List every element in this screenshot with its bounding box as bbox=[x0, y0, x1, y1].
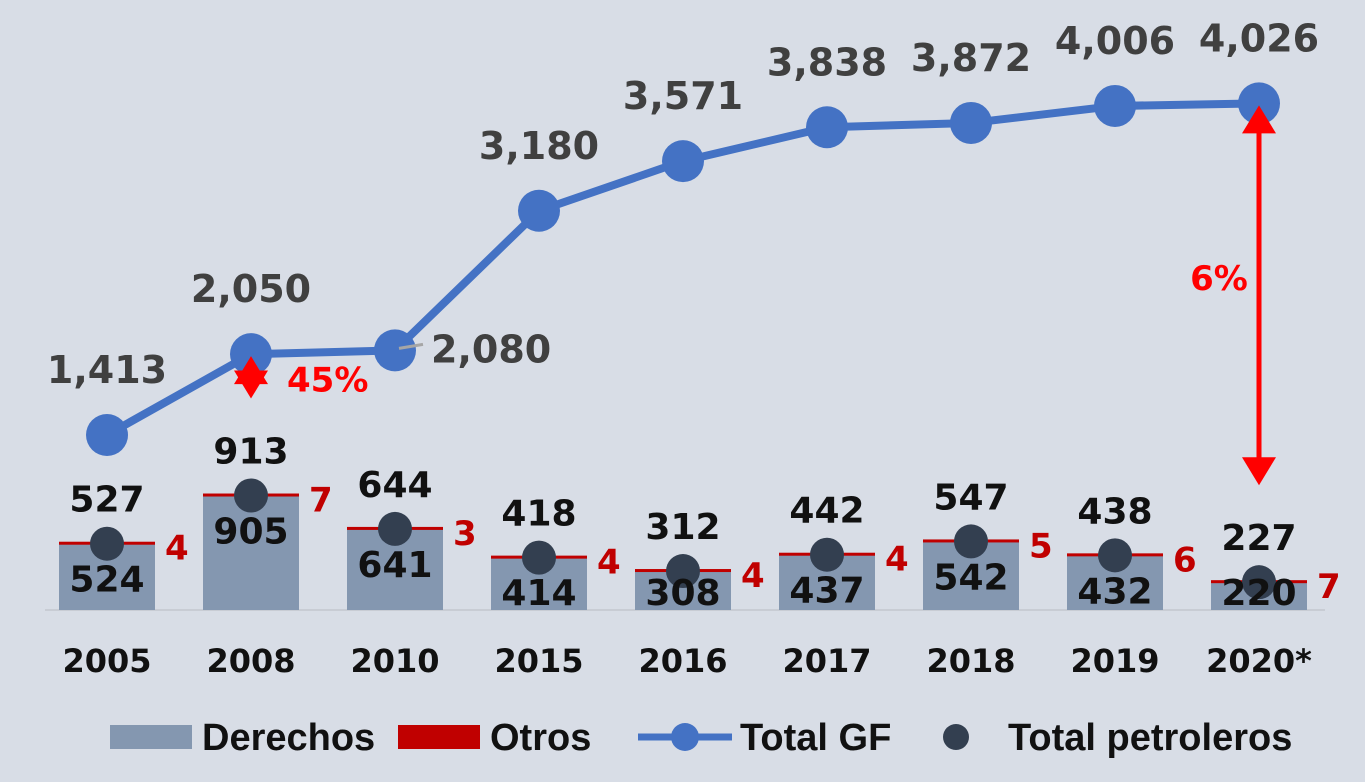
total-gf-label-2016: 3,571 bbox=[623, 74, 743, 118]
legend-otros-label: Otros bbox=[490, 717, 591, 759]
legend-total-gf-label: Total GF bbox=[740, 717, 891, 759]
derechos-bar-2008 bbox=[203, 495, 299, 610]
otros-label-2020*: 7 bbox=[1317, 567, 1341, 607]
total-petroleros-label-2019: 438 bbox=[1077, 491, 1152, 532]
total-petroleros-point-2016 bbox=[666, 554, 700, 589]
total-petroleros-label-2010: 644 bbox=[357, 465, 432, 506]
legend-total-petroleros-dot bbox=[943, 724, 969, 750]
otros-label-2005: 4 bbox=[165, 529, 189, 569]
derechos-label-2018: 542 bbox=[933, 557, 1008, 598]
x-tick-label-2016: 2016 bbox=[638, 642, 727, 680]
derechos-label-2016: 308 bbox=[645, 573, 720, 614]
total-petroleros-point-2018 bbox=[954, 524, 988, 559]
total-petroleros-point-2019 bbox=[1098, 538, 1132, 573]
total-petroleros-point-2008 bbox=[234, 478, 268, 513]
total-petroleros-label-2008: 913 bbox=[213, 432, 288, 473]
total-petroleros-point-2020* bbox=[1242, 565, 1276, 600]
annotation-arrow-head-down-1 bbox=[1242, 457, 1276, 486]
total-gf-point-2018 bbox=[950, 101, 992, 144]
total-gf-label-2018: 3,872 bbox=[911, 36, 1031, 80]
total-petroleros-label-2020*: 227 bbox=[1221, 518, 1296, 559]
total-gf-point-2005 bbox=[86, 414, 128, 456]
legend-derechos-label: Derechos bbox=[202, 717, 375, 759]
x-tick-label-2015: 2015 bbox=[494, 642, 583, 680]
otros-label-2019: 6 bbox=[1173, 540, 1197, 580]
derechos-label-2008: 905 bbox=[213, 512, 288, 553]
annotation-label-1: 6% bbox=[1190, 259, 1248, 299]
legend-total-petroleros-label: Total petroleros bbox=[1008, 717, 1292, 759]
total-petroleros-label-2005: 527 bbox=[69, 480, 144, 521]
otros-label-2015: 4 bbox=[597, 543, 621, 583]
x-tick-label-2005: 2005 bbox=[62, 642, 151, 680]
total-gf-point-2010 bbox=[374, 329, 416, 372]
otros-label-2018: 5 bbox=[1029, 526, 1053, 566]
legend-total-gf-dot bbox=[671, 723, 699, 751]
total-gf-label-2005: 1,413 bbox=[47, 348, 167, 392]
otros-label-2008: 7 bbox=[309, 481, 333, 521]
total-gf-label-2008: 2,050 bbox=[191, 267, 311, 311]
otros-label-2017: 4 bbox=[885, 540, 909, 580]
legend-derechos-swatch bbox=[110, 725, 192, 749]
x-tick-label-2020*: 2020* bbox=[1206, 642, 1312, 680]
total-gf-label-2019: 4,006 bbox=[1055, 19, 1175, 63]
total-petroleros-point-2005 bbox=[90, 526, 124, 561]
annotation-label-0: 45% bbox=[287, 360, 368, 400]
derechos-label-2017: 437 bbox=[789, 571, 864, 612]
annotation-arrow-head-down-0 bbox=[234, 370, 268, 399]
total-petroleros-label-2015: 418 bbox=[501, 494, 576, 535]
total-petroleros-label-2017: 442 bbox=[789, 491, 864, 532]
x-tick-label-2018: 2018 bbox=[926, 642, 1015, 680]
total-petroleros-point-2015 bbox=[522, 540, 556, 575]
x-tick-label-2010: 2010 bbox=[350, 642, 439, 680]
legend-otros-swatch bbox=[398, 725, 480, 749]
total-gf-point-2019 bbox=[1094, 84, 1136, 127]
total-gf-point-2015 bbox=[518, 189, 560, 232]
total-gf-point-2008 bbox=[230, 333, 272, 376]
otros-label-2016: 4 bbox=[741, 556, 765, 596]
total-gf-point-2016 bbox=[662, 140, 704, 183]
total-petroleros-point-2010 bbox=[378, 511, 412, 546]
derechos-label-2020*: 220 bbox=[1221, 573, 1296, 614]
x-tick-label-2017: 2017 bbox=[782, 642, 871, 680]
total-gf-label-2017: 3,838 bbox=[767, 40, 887, 84]
total-gf-label-2020*: 4,026 bbox=[1199, 16, 1319, 60]
total-gf-label-2010: 2,080 bbox=[431, 327, 551, 371]
total-gf-point-2017 bbox=[806, 106, 848, 149]
x-tick-label-2008: 2008 bbox=[206, 642, 295, 680]
total-petroleros-label-2018: 547 bbox=[933, 477, 1008, 518]
total-gf-label-2015: 3,180 bbox=[479, 124, 599, 168]
annotation-arrow-head-up-1 bbox=[1242, 105, 1276, 134]
derechos-label-2015: 414 bbox=[501, 573, 576, 614]
derechos-label-2010: 641 bbox=[357, 545, 432, 586]
total-gf-leader-2010 bbox=[398, 342, 424, 350]
derechos-label-2005: 524 bbox=[69, 560, 144, 601]
derechos-label-2019: 432 bbox=[1077, 571, 1152, 612]
otros-label-2010: 3 bbox=[453, 514, 477, 554]
total-gf-point-2020* bbox=[1238, 82, 1280, 125]
total-petroleros-label-2016: 312 bbox=[645, 507, 720, 548]
x-tick-label-2019: 2019 bbox=[1070, 642, 1159, 680]
total-petroleros-point-2017 bbox=[810, 537, 844, 572]
